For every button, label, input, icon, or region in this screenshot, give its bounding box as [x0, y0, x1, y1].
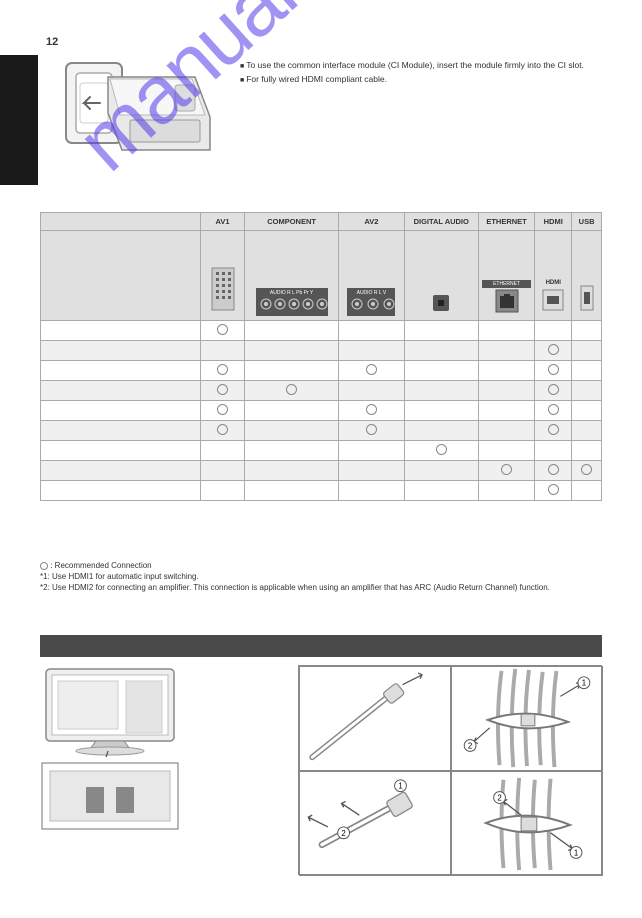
col-header: AV2: [339, 213, 405, 231]
table-row: [41, 321, 602, 341]
port-icon-row: AUDIO R L Pb Pr Y AUDIO R L V ETHERNET H…: [41, 231, 602, 321]
table-row: [41, 441, 602, 461]
svg-text:1: 1: [574, 848, 578, 857]
table-row: [41, 401, 602, 421]
connection-table: AV1 COMPONENT AV2 DIGITAL AUDIO ETHERNET…: [40, 212, 602, 501]
svg-text:1: 1: [398, 782, 402, 791]
footnote-line: *1: Use HDMI1 for automatic input switch…: [40, 572, 199, 581]
col-header: USB: [572, 213, 602, 231]
port-icon-ethernet: ETHERNET: [478, 231, 534, 321]
page-number: 12: [46, 36, 58, 48]
col-header: ETHERNET: [478, 213, 534, 231]
svg-text:2: 2: [468, 741, 472, 750]
port-icon-hdmi: HDMI: [535, 231, 572, 321]
footnote: : Recommended Connection *1: Use HDMI1 f…: [40, 560, 600, 594]
footnote-line: *2: Use HDMI2 for connecting an amplifie…: [40, 583, 550, 592]
footnote-body: : Recommended Connection: [50, 561, 151, 570]
intro-bullet: To use the common interface module (CI M…: [240, 60, 600, 71]
svg-text:2: 2: [341, 829, 345, 838]
intro-text: To use the common interface module (CI M…: [240, 60, 600, 89]
col-blank: [41, 213, 201, 231]
col-header: HDMI: [535, 213, 572, 231]
table-row: [41, 461, 602, 481]
table-row: [41, 381, 602, 401]
diagram-cable-bundle: 1 2: [451, 666, 603, 771]
diagram-cable-tie: [299, 666, 451, 771]
table-row: [41, 341, 602, 361]
cable-tie-grid: 1 2 1 2: [298, 665, 602, 875]
section-bar: [40, 635, 602, 657]
col-header: DIGITAL AUDIO: [404, 213, 478, 231]
svg-text:1: 1: [582, 679, 586, 688]
svg-text:2: 2: [497, 793, 501, 802]
side-tab: [0, 55, 38, 185]
port-icon-usb: [572, 231, 602, 321]
intro-bullet: For fully wired HDMI compliant cable.: [240, 74, 600, 85]
port-icon-scart: [201, 231, 245, 321]
table-row: [41, 361, 602, 381]
table-header-row: AV1 COMPONENT AV2 DIGITAL AUDIO ETHERNET…: [41, 213, 602, 231]
diagram-release-tie: 1 2: [299, 771, 451, 876]
port-icon-av2: AUDIO R L V: [339, 231, 405, 321]
table-row: [41, 421, 602, 441]
cable-management-diagrams: 1 2 1 2: [40, 665, 602, 875]
diagram-loosen-bundle: 2 1: [451, 771, 603, 876]
col-header: COMPONENT: [245, 213, 339, 231]
port-icon-optical: [404, 231, 478, 321]
col-header: AV1: [201, 213, 245, 231]
tv-rear-illustration: [40, 665, 255, 831]
circle-icon: [40, 562, 48, 570]
port-icon-component: AUDIO R L Pb Pr Y: [245, 231, 339, 321]
table-row: [41, 481, 602, 501]
port-icon-blank: [41, 231, 201, 321]
ci-module-illustration: [60, 55, 220, 170]
